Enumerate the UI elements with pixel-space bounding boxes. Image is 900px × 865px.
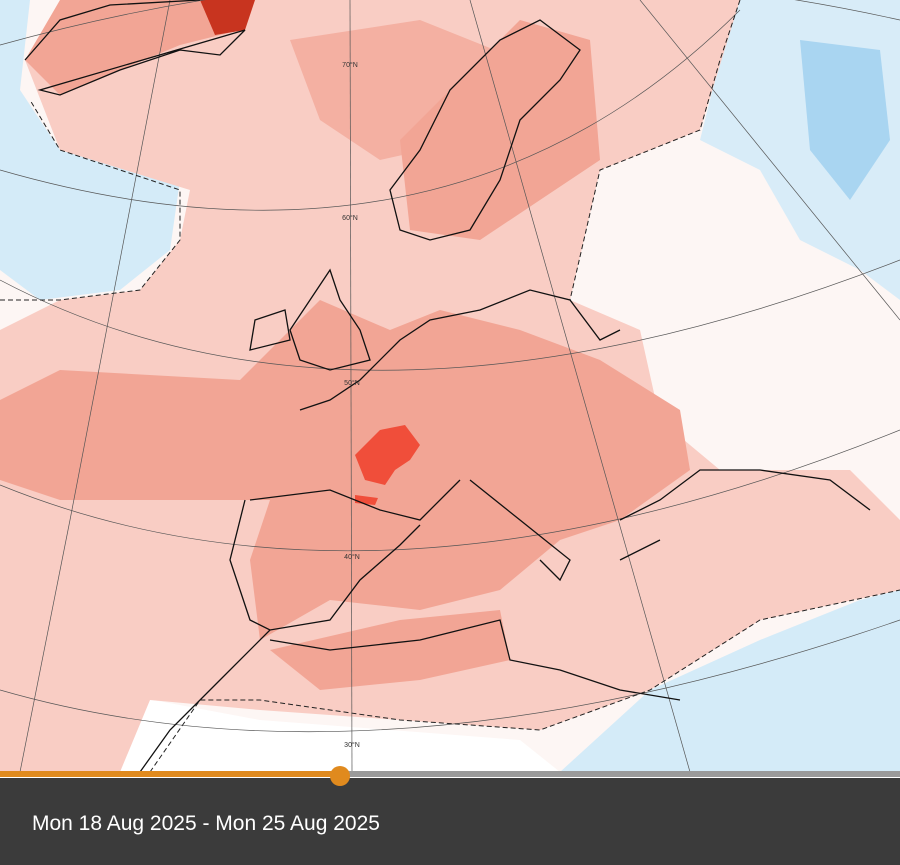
anomaly-map: 70°N 60°N 50°N 40°N 30°N: [0, 0, 900, 772]
date-range: Mon 18 Aug 2025 - Mon 25 Aug 2025: [32, 812, 380, 835]
warm-area-strong: [25, 0, 250, 95]
cool-area: [800, 40, 890, 200]
graticule: [469, 0, 691, 772]
latitude-label: 50°N: [344, 379, 360, 387]
contour: [0, 99, 181, 301]
hot-area: [355, 425, 420, 485]
neutral-area: [100, 690, 560, 772]
graticule: [639, 0, 900, 321]
contour: [149, 589, 900, 772]
coastline: [289, 268, 371, 371]
latitude-label: 60°N: [342, 214, 358, 222]
graticule: [0, 0, 900, 46]
slider-progress: [0, 771, 340, 777]
graticule: [0, 619, 900, 733]
latitude-label: 40°N: [344, 553, 360, 561]
coastline: [24, 0, 246, 96]
warm-area-strong: [270, 610, 510, 690]
coastline: [269, 619, 681, 701]
latitude-label: 70°N: [342, 61, 358, 69]
coastline: [619, 469, 871, 561]
coastline: [249, 309, 291, 351]
hot-area: [200, 0, 255, 35]
latitude-label: 30°N: [344, 741, 360, 749]
graticule: [0, 429, 900, 552]
footer-bar: Mon 18 Aug 2025 - Mon 25 Aug 2025: [0, 778, 900, 865]
time-slider[interactable]: [0, 771, 900, 777]
slider-handle[interactable]: [330, 766, 350, 786]
coastline: [139, 629, 271, 772]
cool-area: [0, 0, 180, 300]
coastline: [389, 19, 581, 241]
cool-area: [560, 590, 900, 772]
warm-area-strong: [0, 300, 690, 640]
graticule: [19, 0, 171, 772]
graticule: [0, 259, 900, 371]
contour: [569, 0, 741, 301]
coastline: [229, 289, 621, 631]
graticule: [0, 9, 741, 211]
